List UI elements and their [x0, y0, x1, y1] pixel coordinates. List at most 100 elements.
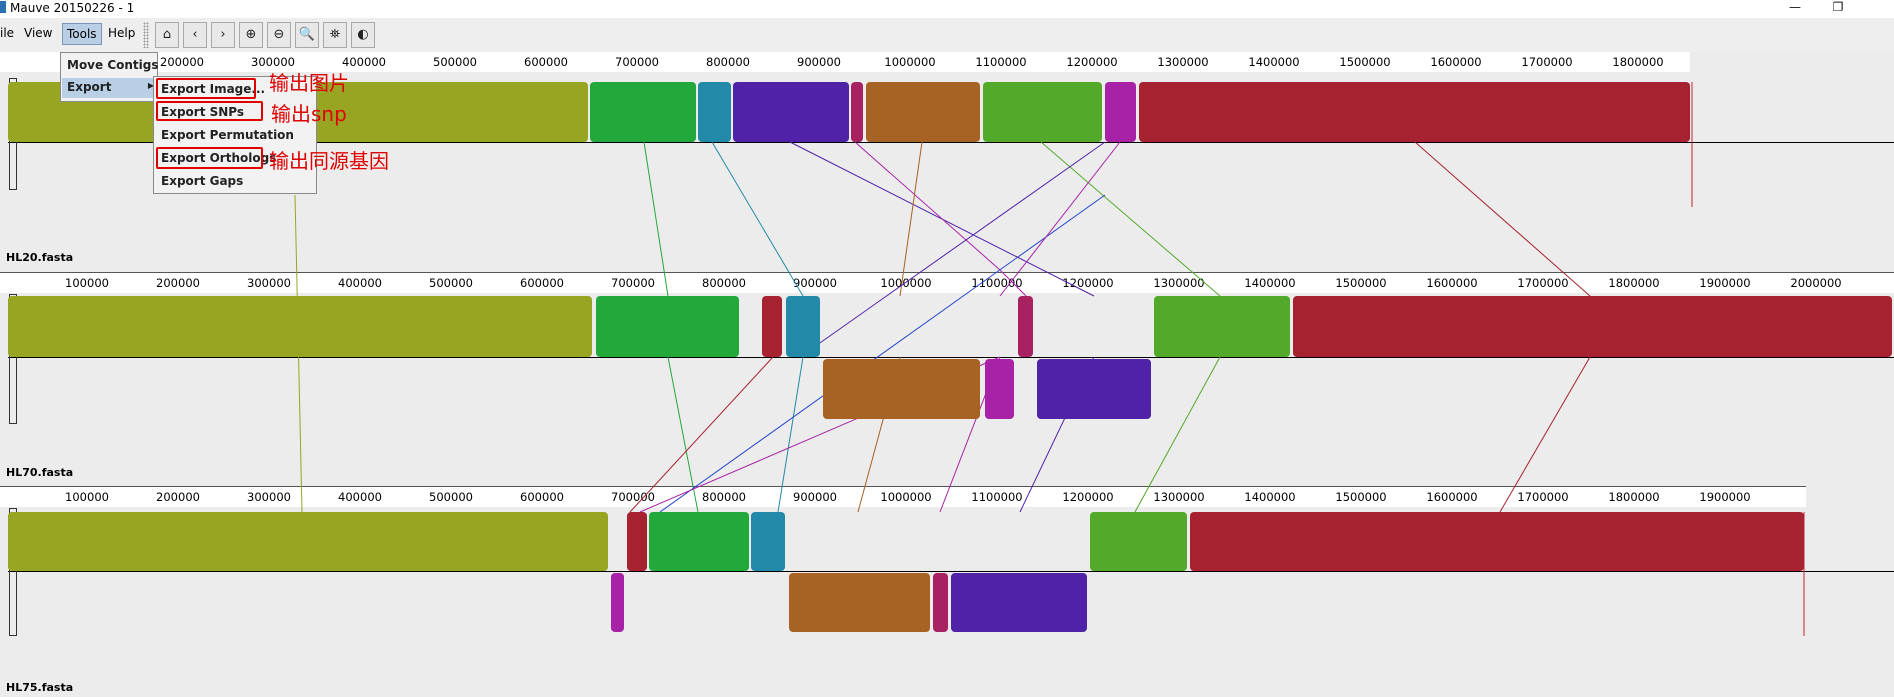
sequence-bar-hl75[interactable] [9, 508, 17, 636]
ruler-tick-label: 1200000 [1062, 490, 1114, 504]
lcb-block-green[interactable] [596, 296, 739, 357]
sequence-name-hl20: HL20.fasta [6, 251, 74, 264]
zoom-reset-icon: 🔍 [298, 27, 316, 42]
ruler-tick-label: 800000 [706, 55, 750, 69]
ruler-tick-label: 1600000 [1430, 55, 1482, 69]
ruler-tick-label: 1800000 [1608, 276, 1660, 290]
menu-help[interactable]: Help [108, 26, 136, 40]
binoculars-button[interactable]: ⛯ [323, 22, 347, 48]
lcb-block-olive[interactable] [8, 512, 608, 571]
link-teal [711, 141, 804, 297]
menu-item-export-image[interactable]: Export Image... [161, 82, 266, 96]
lcb-block-purple[interactable] [951, 573, 1087, 632]
zoom-in-icon: ⊕ [245, 27, 257, 42]
menu-tools[interactable]: Tools [62, 23, 102, 45]
home-button[interactable]: ⌂ [155, 22, 179, 48]
menu-item-move-contigs[interactable]: Move Contigs [67, 58, 159, 72]
tools-menu: Move Contigs Export ▶ [60, 52, 159, 102]
menu-item-export-label: Export [67, 80, 112, 94]
ruler-tick-label: 900000 [793, 490, 837, 504]
zoom-reset-button[interactable]: 🔍 [295, 22, 319, 48]
ruler-tick-label: 300000 [251, 55, 295, 69]
color-scheme-icon: ◐ [357, 27, 369, 42]
lcb-block-lime[interactable] [983, 82, 1102, 142]
menu-bar: ile View Tools Help ⌂ ‹ › ⊕ ⊖ 🔍 ⛯ ◐ [0, 18, 1894, 52]
lcb-block-crimson[interactable] [1139, 82, 1690, 142]
ruler-tick-label: 1100000 [971, 490, 1023, 504]
ruler-tick-label: 800000 [702, 490, 746, 504]
back-button[interactable]: ‹ [183, 22, 207, 48]
lcb-block-green[interactable] [649, 512, 749, 571]
ruler-tick-label: 1500000 [1335, 490, 1387, 504]
lcb-block-olive[interactable] [8, 296, 592, 357]
ruler-hl75: 100000 200000 300000 400000 500000 600000 7000… [0, 486, 1806, 507]
sequence-name-hl75: HL75.fasta [6, 681, 74, 694]
lcb-block-crimson[interactable] [1293, 296, 1892, 357]
lcb-block-lime[interactable] [1154, 296, 1290, 357]
lcb-block-green[interactable] [590, 82, 696, 142]
zoom-out-button[interactable]: ⊖ [267, 22, 291, 48]
zoom-out-icon: ⊖ [273, 27, 285, 42]
ruler-tick-label: 500000 [429, 276, 473, 290]
color-scheme-button[interactable]: ◐ [351, 22, 375, 48]
lcb-block-red-small[interactable] [762, 296, 782, 357]
link-green [643, 141, 669, 297]
lcb-block-magenta[interactable] [1105, 82, 1136, 142]
submenu-arrow-icon: ▶ [147, 81, 154, 90]
lcb-block-pink[interactable] [851, 82, 863, 142]
sequence-name-hl70: HL70.fasta [6, 466, 74, 479]
forward-button[interactable]: › [211, 22, 235, 48]
ruler-tick-label: 400000 [338, 276, 382, 290]
menu-item-export-snps[interactable]: Export SNPs [161, 105, 245, 119]
lcb-block-pink[interactable] [1018, 296, 1033, 357]
lcb-block-magenta[interactable] [985, 359, 1014, 419]
ruler-tick-label: 200000 [156, 276, 200, 290]
lcb-block-teal[interactable] [786, 296, 820, 357]
lcb-block-teal[interactable] [698, 82, 731, 142]
link-teal-2 [777, 356, 804, 513]
lcb-block-lime[interactable] [1090, 512, 1187, 571]
menu-item-export-permutation[interactable]: Export Permutation [161, 128, 294, 142]
menu-item-export-orthologs[interactable]: Export Orthologs [161, 151, 277, 165]
link-green-2 [667, 356, 699, 513]
lcb-block-teal[interactable] [751, 512, 785, 571]
ruler-hl20: 200000 300000 400000 500000 600000 700000 8000… [0, 52, 1690, 72]
ruler-tick-label: 1000000 [884, 55, 936, 69]
link-blue-cross [799, 141, 1106, 358]
lcb-block-purple[interactable] [733, 82, 849, 142]
ruler-tick-label: 700000 [611, 490, 655, 504]
menu-item-export-gaps[interactable]: Export Gaps [161, 174, 244, 188]
lcb-block-purple[interactable] [1037, 359, 1151, 419]
ruler-tick-label: 1600000 [1426, 276, 1478, 290]
toolbar-grip[interactable] [143, 22, 149, 48]
ruler-tick-label: 1700000 [1517, 490, 1569, 504]
ruler-tick-label: 1900000 [1699, 276, 1751, 290]
lcb-block-red-small[interactable] [627, 512, 647, 571]
lcb-block-brown[interactable] [866, 82, 980, 142]
menu-item-export[interactable]: Export ▶ [62, 78, 156, 98]
ruler-tick-label: 1700000 [1517, 276, 1569, 290]
menu-file[interactable]: ile [0, 26, 15, 40]
lcb-block-magenta[interactable] [611, 573, 624, 632]
ruler-tick-label: 1500000 [1335, 276, 1387, 290]
forward-icon: › [220, 27, 226, 42]
lcb-block-brown[interactable] [823, 359, 980, 419]
link-magenta-cross [999, 141, 1121, 297]
sequence-bar-hl70[interactable] [9, 294, 17, 424]
lcb-block-crimson[interactable] [1190, 512, 1804, 571]
menu-view[interactable]: View [24, 26, 53, 40]
ruler-tick-label: 2000000 [1790, 276, 1842, 290]
link-blue-cross-2 [659, 194, 1106, 513]
ruler-tick-label: 600000 [520, 490, 564, 504]
annotation-export-snp: 输出snp [271, 102, 347, 126]
ruler-tick-label: 200000 [156, 490, 200, 504]
ruler-tick-label: 1400000 [1248, 55, 1300, 69]
lcb-block-brown[interactable] [789, 573, 930, 632]
minimize-button[interactable]: — [1789, 0, 1801, 14]
zoom-in-button[interactable]: ⊕ [239, 22, 263, 48]
ruler-tick-label: 100000 [65, 276, 109, 290]
ruler-tick-label: 900000 [793, 276, 837, 290]
lcb-block-pink[interactable] [933, 573, 948, 632]
restore-button[interactable]: ❐ [1832, 0, 1844, 14]
ruler-tick-label: 100000 [65, 490, 109, 504]
